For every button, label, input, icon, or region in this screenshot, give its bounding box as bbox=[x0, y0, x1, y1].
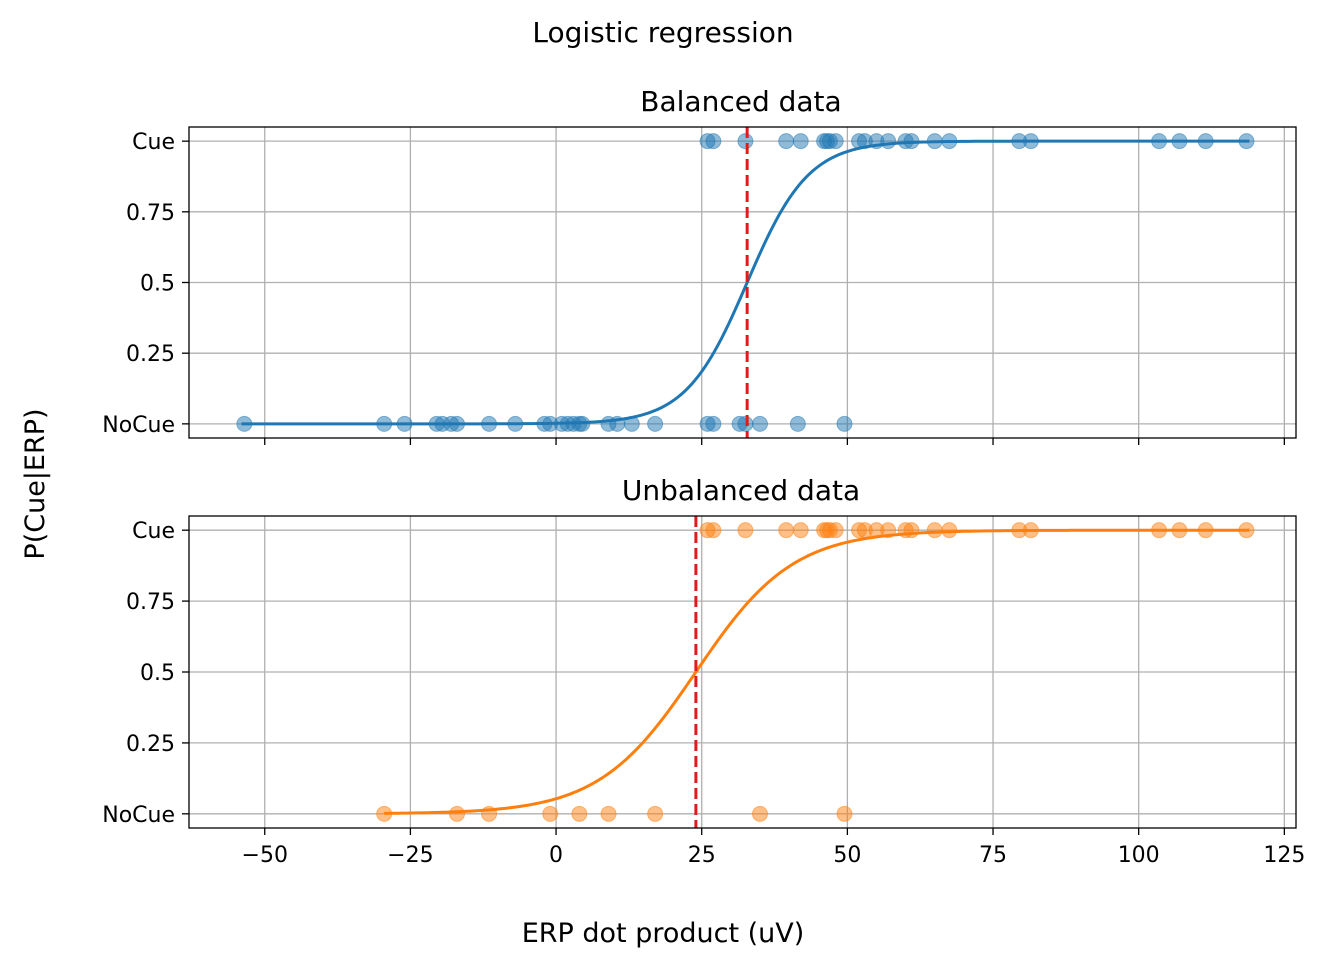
x-tick-label: 100 bbox=[1118, 843, 1160, 868]
data-point-nocue bbox=[376, 805, 393, 822]
data-point-nocue bbox=[836, 805, 853, 822]
data-point-nocue bbox=[789, 415, 806, 432]
panel-title-unbalanced: Unbalanced data bbox=[622, 474, 860, 507]
data-point-nocue bbox=[647, 415, 664, 432]
data-point-nocue bbox=[836, 415, 853, 432]
data-point-nocue bbox=[236, 415, 253, 432]
data-point-nocue bbox=[647, 805, 664, 822]
data-point-cue bbox=[1151, 522, 1168, 539]
panel-title-balanced: Balanced data bbox=[640, 85, 841, 118]
data-point-cue bbox=[1022, 522, 1039, 539]
data-point-cue bbox=[705, 522, 722, 539]
data-point-cue bbox=[880, 133, 897, 150]
y-tick-label: 0.25 bbox=[126, 732, 175, 757]
x-tick-label: −50 bbox=[242, 843, 288, 868]
x-axis-label: ERP dot product (uV) bbox=[522, 918, 805, 949]
data-point-nocue bbox=[396, 415, 413, 432]
y-tick-label: Cue bbox=[132, 130, 175, 155]
data-point-nocue bbox=[623, 415, 640, 432]
y-tick-label: 0.5 bbox=[140, 272, 175, 297]
data-point-cue bbox=[941, 522, 958, 539]
logistic-fit-curve bbox=[384, 528, 1250, 815]
x-tick-label: 75 bbox=[979, 843, 1007, 868]
balanced-data-panel: Balanced data NoCue 0.25 0.5 0.75 Cue bbox=[102, 85, 1297, 445]
data-point-cue bbox=[778, 133, 795, 150]
data-point-cue bbox=[778, 522, 795, 539]
data-point-cue bbox=[1151, 133, 1168, 150]
data-point-nocue bbox=[574, 415, 591, 432]
data-point-cue bbox=[1171, 522, 1188, 539]
data-point-cue bbox=[792, 133, 809, 150]
y-tick-label: 0.5 bbox=[140, 661, 175, 686]
data-point-nocue bbox=[705, 415, 722, 432]
data-point-cue bbox=[1171, 133, 1188, 150]
y-tick-label: NoCue bbox=[102, 413, 175, 438]
data-point-cue bbox=[1197, 522, 1214, 539]
y-tick-label: 0.75 bbox=[126, 590, 175, 615]
data-point-cue bbox=[1238, 133, 1255, 150]
x-tick-label: 50 bbox=[833, 843, 861, 868]
figure-title: Logistic regression bbox=[532, 16, 793, 49]
data-point-nocue bbox=[609, 415, 626, 432]
data-point-cue bbox=[827, 133, 844, 150]
x-tick-label: 125 bbox=[1263, 843, 1305, 868]
y-tick-label: NoCue bbox=[102, 803, 175, 828]
y-axis-label: P(Cue|ERP) bbox=[20, 408, 51, 559]
data-point-nocue bbox=[481, 805, 498, 822]
data-point-nocue bbox=[449, 415, 466, 432]
data-point-cue bbox=[903, 133, 920, 150]
data-point-nocue bbox=[449, 805, 466, 822]
data-point-nocue bbox=[737, 415, 754, 432]
unbalanced-data-panel: Unbalanced data −50 −25 0 25 50 75 100 125 NoCue… bbox=[102, 474, 1305, 868]
data-point-cue bbox=[827, 522, 844, 539]
data-point-cue bbox=[941, 133, 958, 150]
data-point-nocue bbox=[542, 805, 559, 822]
data-point-cue bbox=[880, 522, 897, 539]
data-point-cue bbox=[792, 522, 809, 539]
data-point-nocue bbox=[376, 415, 393, 432]
data-point-cue bbox=[926, 133, 943, 150]
data-point-cue bbox=[737, 133, 754, 150]
y-tick-label: 0.75 bbox=[126, 201, 175, 226]
data-point-nocue bbox=[751, 805, 768, 822]
data-point-cue bbox=[1197, 133, 1214, 150]
data-point-cue bbox=[903, 522, 920, 539]
data-point-cue bbox=[926, 522, 943, 539]
y-tick-label: Cue bbox=[132, 519, 175, 544]
x-tick-label: −25 bbox=[387, 843, 433, 868]
y-tick-label: 0.25 bbox=[126, 342, 175, 367]
data-point-cue bbox=[737, 522, 754, 539]
data-point-nocue bbox=[481, 415, 498, 432]
x-tick-label: 0 bbox=[549, 843, 563, 868]
data-point-nocue bbox=[507, 415, 524, 432]
data-point-nocue bbox=[751, 415, 768, 432]
data-point-cue bbox=[1022, 133, 1039, 150]
data-point-nocue bbox=[600, 805, 617, 822]
data-point-cue bbox=[1238, 522, 1255, 539]
data-point-cue bbox=[705, 133, 722, 150]
x-tick-label: 25 bbox=[688, 843, 716, 868]
data-point-nocue bbox=[571, 805, 588, 822]
